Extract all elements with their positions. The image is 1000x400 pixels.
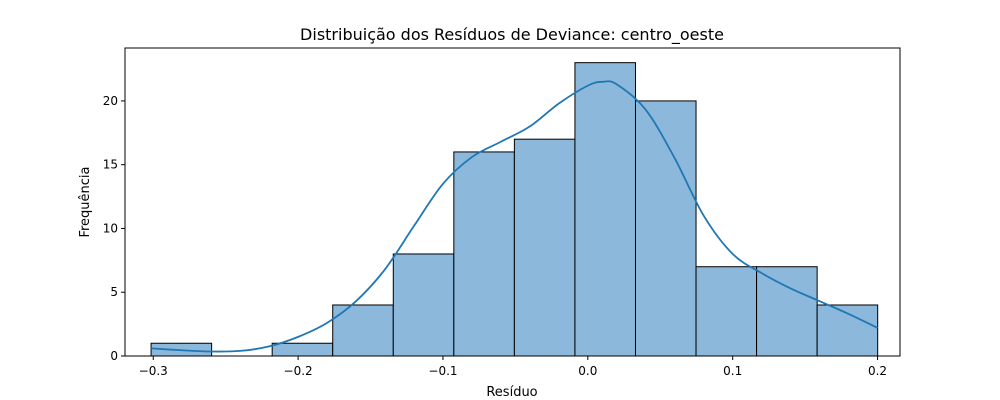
histogram-bar (574, 62, 636, 357)
histogram-bar (332, 304, 394, 357)
plot-frame (124, 47, 901, 357)
y-tick-label: 0 (110, 349, 118, 363)
kde-line (151, 80, 879, 353)
chart-title: Distribuição dos Resíduos de Deviance: c… (300, 25, 724, 45)
histogram-bar (634, 100, 697, 357)
histogram-bar (513, 138, 576, 357)
x-axis-label: Resíduo (486, 385, 537, 400)
x-tick-label: −0.2 (284, 364, 313, 378)
x-axis-ticks: −0.3 −0.2 −0.1 0.0 0.1 0.2 (139, 356, 887, 378)
y-tick-label: 10 (103, 221, 118, 235)
x-tick-label: 0.2 (868, 364, 887, 378)
histogram-bar (756, 266, 818, 357)
y-tick-label: 20 (103, 94, 118, 108)
y-axis-label: Frequência (78, 166, 93, 237)
histogram-bar (271, 342, 334, 357)
kde-layer (151, 80, 879, 353)
x-tick-label: 0.0 (578, 364, 597, 378)
histogram-bar (695, 266, 758, 357)
y-axis-ticks: 0 5 10 15 20 (103, 94, 125, 363)
y-tick-label: 5 (110, 285, 118, 299)
histogram-bar (392, 253, 455, 357)
x-tick-label: −0.1 (428, 364, 457, 378)
histogram-bar (453, 151, 515, 357)
bars-layer (150, 62, 879, 357)
x-tick-label: 0.1 (723, 364, 742, 378)
y-tick-label: 15 (103, 158, 118, 172)
x-tick-label: −0.3 (139, 364, 168, 378)
